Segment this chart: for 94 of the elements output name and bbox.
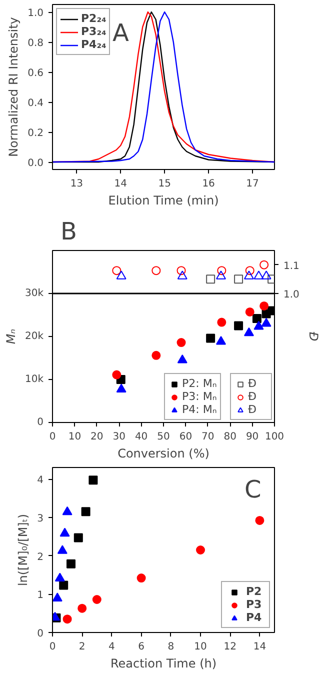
legend-label: P3: Mₙ — [182, 390, 217, 403]
x-tick-label: 20 — [90, 432, 104, 442]
point — [62, 614, 72, 624]
point — [81, 507, 90, 516]
y2-tick-label: 1.0 — [284, 290, 300, 300]
x-tick-label: 13 — [70, 178, 84, 190]
x-axis-title: Reaction Time (h) — [110, 656, 217, 670]
x-axis-title: Conversion (%) — [118, 446, 210, 460]
point — [260, 301, 269, 310]
x-tick-label: 0 — [49, 432, 56, 442]
x-tick-label: 80 — [224, 432, 236, 442]
y-tick-label: 1.0 — [28, 8, 44, 19]
legend-label: P2: Mₙ — [182, 377, 217, 390]
annotation: C — [244, 476, 262, 504]
point — [254, 320, 264, 330]
point — [78, 604, 87, 613]
text: B — [60, 218, 77, 246]
x-tick-label: 60 — [179, 432, 192, 442]
point — [176, 338, 186, 348]
y2-tick-label: 1.1 — [284, 260, 300, 272]
y-tick-label: 0.8 — [28, 38, 44, 49]
x-tick-label: 40 — [134, 432, 148, 442]
legend-label: P2₂₄ — [81, 12, 106, 25]
y-tick-label: 0 — [37, 628, 44, 640]
x-tick-label: 14 — [253, 642, 266, 652]
y-tick-label: 10k — [24, 374, 44, 385]
legend-label: P4: Mₙ — [182, 403, 217, 416]
x-tick-label: 4 — [108, 642, 115, 652]
point — [116, 384, 126, 392]
legend-label: Đ — [248, 377, 258, 390]
point — [261, 318, 272, 327]
point — [216, 336, 226, 345]
legend-label: P4 — [246, 611, 263, 624]
x-tick-label: 70 — [202, 432, 214, 442]
point — [136, 574, 146, 583]
x-tick-label: 6 — [138, 642, 144, 652]
point — [57, 545, 68, 554]
y-tick-label: 0.2 — [28, 128, 44, 139]
point — [255, 516, 264, 525]
point — [59, 580, 68, 590]
x-tick-label: 100 — [264, 432, 284, 442]
point — [92, 595, 102, 604]
point — [206, 334, 216, 343]
x-tick-label: 2 — [78, 642, 86, 652]
point — [244, 327, 254, 336]
y-tick-label: 0.4 — [28, 98, 44, 109]
point — [54, 572, 65, 582]
point — [252, 314, 262, 323]
x-tick-label: 16 — [202, 178, 215, 190]
legend-label: P4₂₄ — [81, 38, 106, 51]
x-tick-label: 90 — [246, 432, 259, 442]
y2-axis-title: Đ — [306, 332, 320, 342]
x-tick-label: 10 — [68, 432, 82, 442]
y-tick-label: 0.6 — [28, 68, 44, 79]
x-axis-title: Elution Time (min) — [108, 194, 219, 208]
point — [62, 506, 72, 516]
point — [66, 559, 76, 568]
y-tick-label: 30k — [24, 288, 44, 299]
y-tick-label: 2 — [37, 552, 44, 563]
y-tick-label: 1 — [37, 590, 44, 602]
y-axis-title: Normalized RI Intensity — [6, 17, 21, 157]
point — [177, 354, 188, 364]
legend-label: P3 — [246, 598, 263, 611]
legend-label: P2 — [246, 585, 263, 598]
legend-label: Đ — [248, 403, 258, 416]
point — [245, 308, 254, 316]
y-tick-label: 20k — [24, 331, 44, 342]
point — [152, 350, 161, 360]
y-axis-title: Mₙ — [4, 328, 18, 344]
point — [234, 321, 244, 330]
y-tick-label: 0.0 — [28, 158, 44, 169]
point — [112, 370, 122, 380]
y-tick-label: 0 — [37, 417, 44, 428]
x-tick-label: 30 — [112, 432, 126, 442]
x-tick-label: 14 — [114, 178, 128, 190]
y-tick-label: 3 — [37, 513, 44, 524]
x-tick-label: 0 — [49, 642, 56, 652]
y-tick-label: 4 — [37, 475, 44, 486]
x-tick-label: 12 — [224, 642, 236, 652]
annotation: A — [112, 19, 130, 47]
legend-label: P3₂₄ — [81, 25, 106, 38]
x-tick-label: 8 — [168, 642, 174, 652]
point — [52, 592, 62, 602]
point — [74, 533, 83, 542]
y-axis-title: ln([M]₀/[M]ₜ) — [16, 514, 30, 586]
point — [88, 476, 98, 485]
x-tick-label: 50 — [157, 432, 170, 442]
legend-label: Đ — [248, 390, 258, 403]
x-tick-label: 17 — [246, 178, 259, 190]
x-tick-label: 10 — [194, 642, 207, 652]
x-tick-label: 15 — [158, 178, 171, 190]
point — [217, 318, 226, 327]
point — [60, 528, 70, 537]
point — [196, 546, 205, 554]
